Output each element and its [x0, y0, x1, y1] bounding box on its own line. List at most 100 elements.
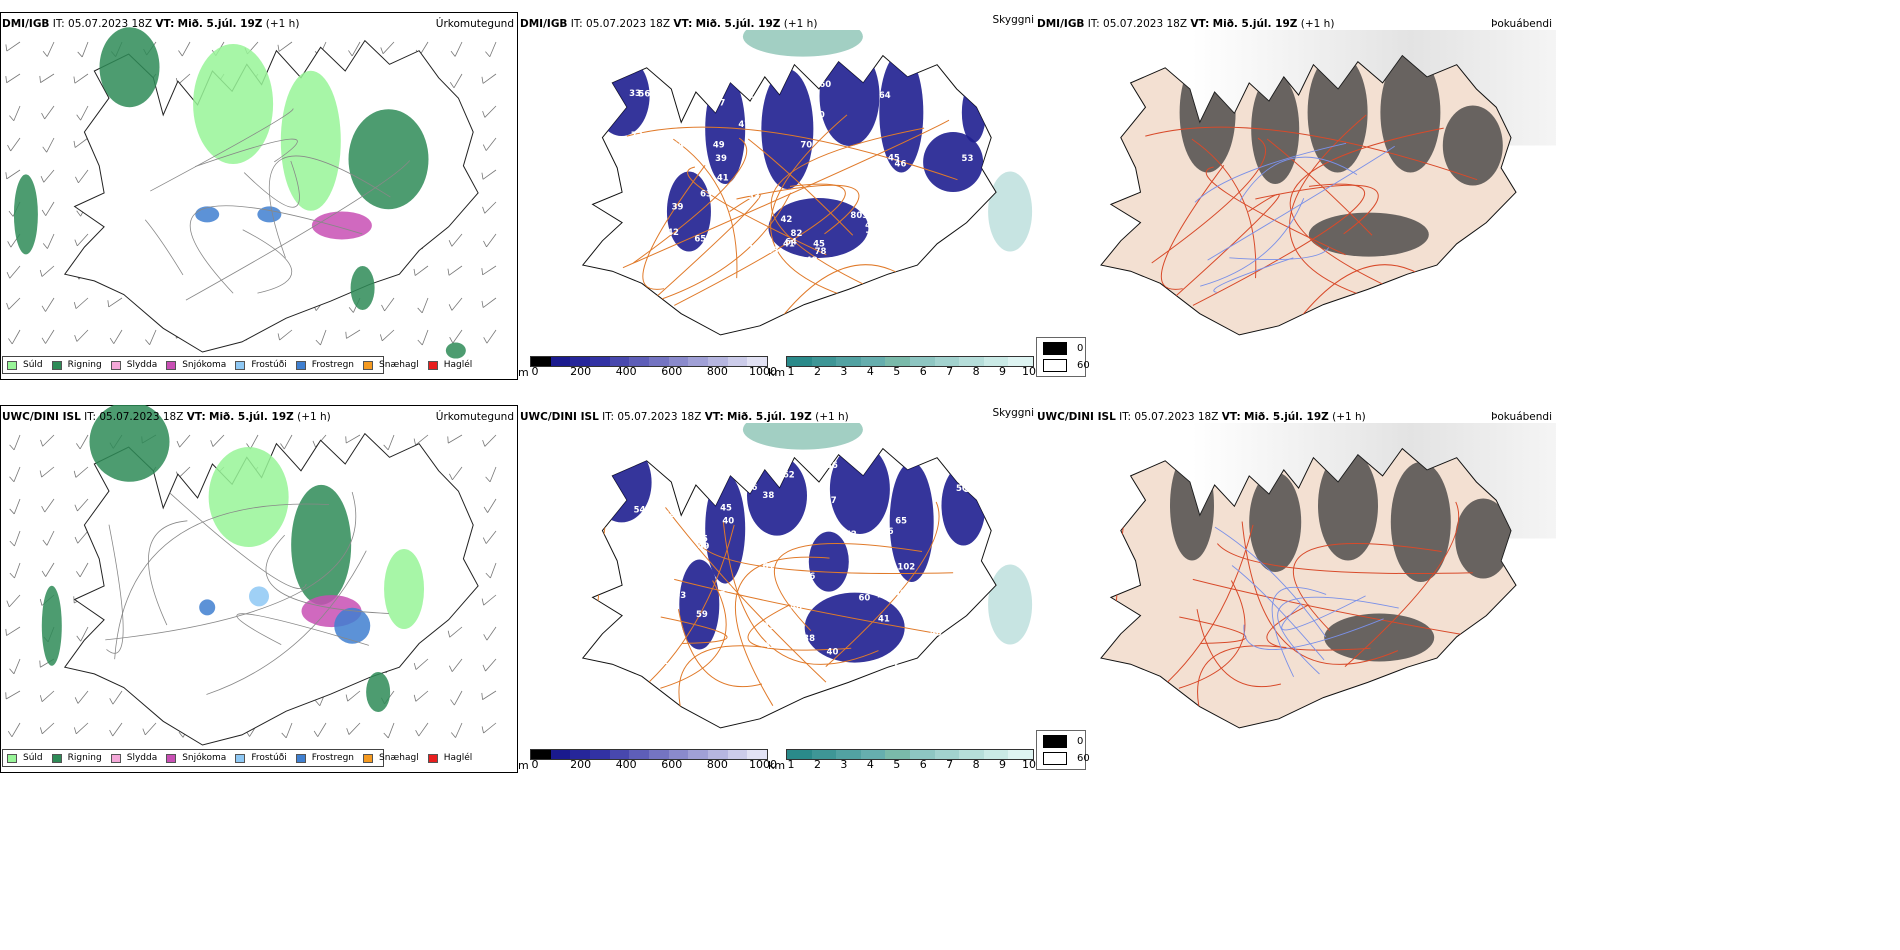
ceiling-value-label: 38: [762, 491, 774, 501]
colorbar-tick-label: 600: [661, 365, 683, 378]
ceiling-value-label: 53: [674, 591, 686, 601]
ceiling-value-label: 47: [612, 642, 624, 652]
fog-legend: 0 60: [1036, 730, 1090, 770]
vt-label: VT:: [673, 18, 693, 30]
wind-barb: [107, 297, 123, 308]
vt-label: VT:: [1221, 411, 1241, 423]
wind-barb: [417, 297, 429, 314]
colorbar-step: [727, 357, 748, 366]
panel-title-fog: Þokuábendi: [1491, 411, 1552, 423]
road-line: [639, 193, 761, 313]
road-line: [242, 229, 292, 294]
colorbar-tick-label: 6: [919, 365, 927, 378]
colorbar-step: [550, 750, 571, 759]
ceiling-value-label: 72: [631, 131, 643, 141]
colorbar-step: [570, 357, 591, 366]
road-line: [194, 138, 298, 168]
low-ceiling-area: [923, 132, 984, 192]
fog-map[interactable]: [1036, 30, 1556, 360]
colorbar-tick-label: 2: [813, 365, 821, 378]
wind-barb: [39, 73, 55, 83]
ceiling-value-label: 52: [668, 532, 680, 542]
ceiling-value-label: 41: [878, 614, 890, 624]
ceiling-value-label: 48: [649, 89, 661, 99]
ceiling-value-label: 54: [634, 506, 646, 516]
ceiling-value-label: 61: [763, 562, 775, 572]
precip-type-panel: [0, 12, 518, 380]
ceiling-value-label: 45: [813, 240, 825, 250]
legend-swatch: [7, 360, 17, 370]
precip-area: [99, 27, 160, 108]
road-line: [722, 521, 879, 665]
road-line: [825, 501, 940, 668]
colorbar-step: [668, 357, 689, 366]
precip-type-map[interactable]: [0, 12, 518, 380]
fog-legend-swatch: [1043, 359, 1067, 372]
low-visibility-area: [742, 423, 863, 450]
it-value: 05.07.2023 18Z: [68, 18, 153, 30]
fog-legend-row: 60: [1043, 752, 1090, 765]
ceiling-value-label: 49: [746, 175, 758, 185]
wind-barb: [73, 466, 89, 478]
river-line: [1200, 197, 1305, 287]
wind-barb: [9, 105, 21, 122]
ceiling-value-label: 44: [624, 652, 636, 662]
legend-item: Snæhagl: [363, 753, 419, 763]
fog-map[interactable]: [1036, 423, 1556, 753]
road-line: [687, 166, 827, 256]
road-line: [677, 609, 763, 688]
row-bottom: UWC/DINI ISL IT: 05.07.2023 18Z VT: Mið.…: [0, 393, 1900, 863]
wind-barb: [39, 690, 55, 702]
colorbar-step: [609, 357, 630, 366]
ceiling-value-label: 50: [813, 111, 825, 121]
low-visibility-area: [742, 30, 863, 57]
fog-dense-area: [1249, 472, 1302, 572]
vt-value: Mið. 5.júl. 19Z: [177, 18, 263, 30]
ceiling-ticks: 0 200 400 600 800 1000: [530, 365, 778, 379]
legend-swatch: [363, 753, 374, 763]
precip-area: [311, 211, 372, 240]
ceiling-value-label: 12: [748, 244, 760, 254]
ceiling-value-label: 51: [639, 216, 651, 226]
ceiling-value-label: 65: [694, 234, 706, 244]
road-line: [105, 491, 357, 641]
wind-barb: [348, 41, 361, 57]
ceiling-value-label: 62: [633, 657, 645, 667]
wind-barb: [9, 466, 21, 483]
road-line: [243, 160, 300, 208]
wind-barb: [5, 690, 21, 700]
river-line: [1277, 596, 1399, 675]
road-line: [747, 604, 852, 651]
wind-barb: [41, 329, 55, 344]
ceiling-value-label: 36: [826, 461, 838, 471]
colorbar-step: [860, 357, 886, 366]
road-line: [1192, 183, 1366, 306]
low-ceiling-area: [747, 455, 807, 536]
fog-dense-area: [1380, 55, 1441, 173]
road-line: [1151, 137, 1267, 264]
river-line: [1243, 618, 1384, 650]
low-ceiling-area: [808, 531, 849, 592]
wind-barb: [483, 498, 497, 513]
panel-title-visibility: Skyggni: [992, 14, 1035, 26]
wind-barb: [482, 105, 497, 118]
visibility-colorbar: [786, 749, 1034, 760]
precip-type-map[interactable]: [0, 405, 518, 773]
ceiling-value-label: 63: [624, 457, 636, 467]
wind-barb: [77, 41, 89, 58]
colorbar-step: [787, 357, 812, 366]
it-value: 05.07.2023 18Z: [1134, 411, 1219, 423]
wind-barb: [481, 265, 497, 276]
visibility-map[interactable]: 1282707853516470454139404348647847384046…: [518, 30, 1036, 360]
ceiling-value-label: 39: [672, 203, 684, 213]
visibility-map[interactable]: 70 60 38 61 52 75 65 40 38 39 36 35 44 49 44 71 37 40 41 62…: [518, 423, 1036, 753]
ceiling-value-label: 36: [746, 483, 758, 493]
wind-barb: [482, 137, 497, 151]
ceiling-value-label: 38: [720, 585, 732, 595]
header-fog-bottom: UWC/DINI ISL IT: 05.07.2023 18Z VT: Mið.…: [1037, 411, 1366, 423]
ceiling-value-label: 56: [740, 68, 752, 78]
road-line: [1266, 138, 1373, 236]
road-line: [622, 119, 950, 269]
legend-label: Slydda: [126, 360, 158, 370]
low-ceiling-area: [941, 465, 986, 546]
